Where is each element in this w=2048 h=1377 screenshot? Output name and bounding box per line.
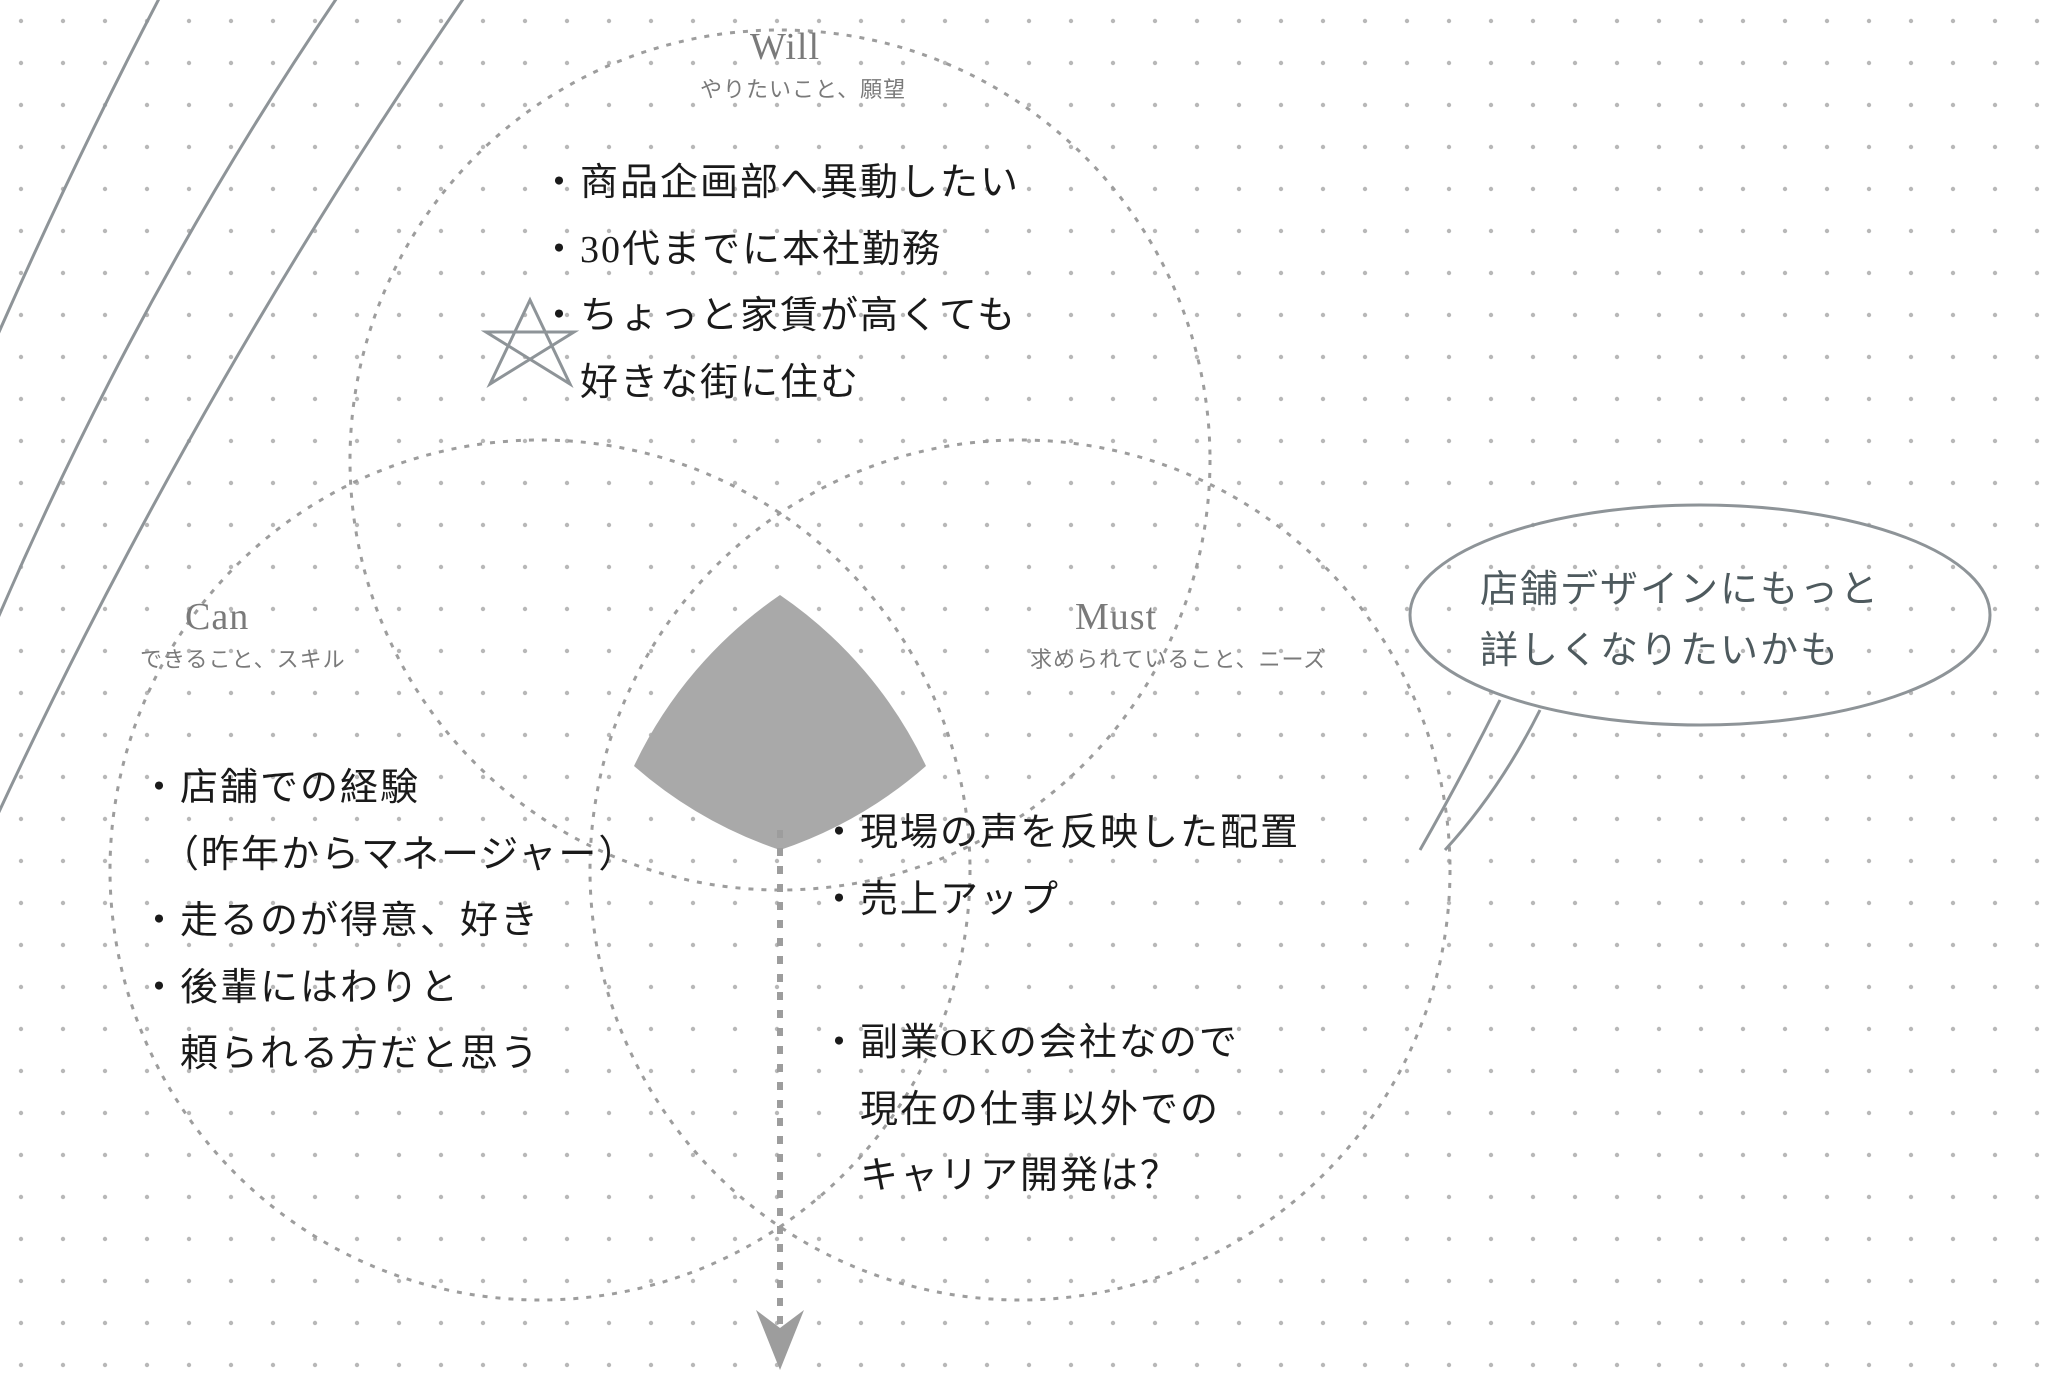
can-items: ・店舗での経験 （昨年からマネージャー） ・走るのが得意、好き ・後輩にはわりと… — [140, 755, 638, 1088]
can-title: Can — [185, 595, 249, 639]
must-title: Must — [1075, 595, 1157, 639]
annotation-text: 店舗デザインにもっと 詳しくなりたいかも — [1480, 560, 1880, 682]
will-title: Will — [750, 25, 820, 69]
venn-diagram-canvas: Will やりたいこと、願望 ・商品企画部へ異動したい ・30代までに本社勤務 … — [0, 0, 2048, 1377]
can-subtitle: できること、スキル — [140, 642, 346, 674]
will-subtitle: やりたいこと、願望 — [700, 72, 906, 104]
must-subtitle: 求められていること、ニーズ — [1030, 642, 1326, 674]
must-items-top: ・現場の声を反映した配置 ・売上アップ — [820, 800, 1300, 933]
must-items-bottom: ・副業OKの会社なので 現在の仕事以外での キャリア開発は？ — [820, 1010, 1239, 1210]
will-items: ・商品企画部へ異動したい ・30代までに本社勤務 ・ちょっと家賃が高くても 好き… — [540, 150, 1020, 416]
